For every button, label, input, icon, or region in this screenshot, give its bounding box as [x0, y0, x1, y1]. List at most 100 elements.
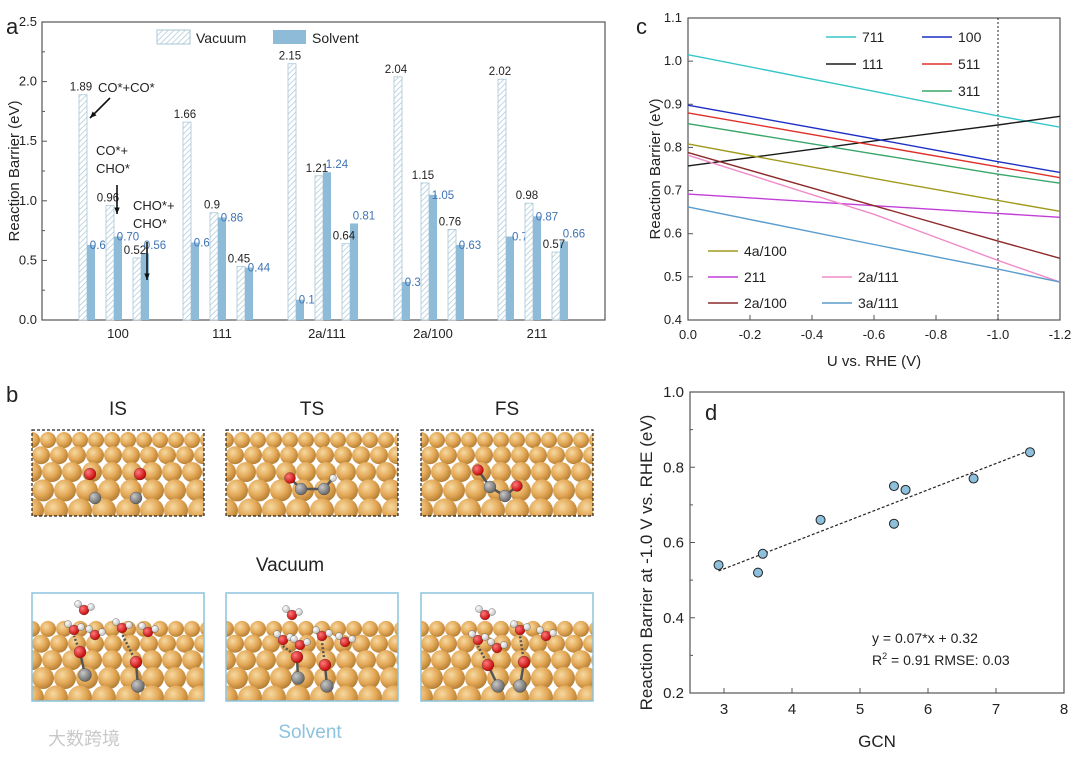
- copper-atom: [168, 432, 184, 448]
- copper-atom: [583, 446, 593, 465]
- copper-atom: [226, 446, 244, 465]
- copper-atom: [346, 432, 362, 448]
- copper-atom: [102, 650, 122, 671]
- carbon-atom: [78, 668, 92, 682]
- y-tick-label: 0.8: [663, 459, 684, 476]
- copper-atom: [54, 667, 76, 690]
- copper-atom: [553, 498, 577, 516]
- copper-atom: [280, 446, 298, 465]
- x-tick-label: 0.0: [679, 327, 697, 342]
- carbon-atom: [483, 480, 497, 494]
- copper-atom: [152, 432, 168, 448]
- bar-solvent: [350, 223, 358, 320]
- data-label-solvent: 0.87: [536, 211, 558, 223]
- copper-atom: [266, 432, 282, 448]
- copper-atom: [421, 446, 439, 465]
- copper-atom: [200, 621, 204, 636]
- legend-label: 3a/111: [858, 295, 899, 311]
- copper-atom: [382, 498, 398, 516]
- copper-atom: [176, 446, 194, 465]
- copper-atom: [553, 685, 577, 701]
- copper-atom: [32, 462, 42, 482]
- copper-atom: [56, 432, 72, 448]
- data-label-solvent: 0.7: [512, 232, 528, 244]
- solvent-structure-fs: [421, 620, 593, 701]
- copper-atom: [296, 462, 316, 482]
- oxygen-atom: [133, 467, 147, 481]
- hydrogen-atom: [468, 630, 476, 638]
- state-label-fs: FS: [495, 399, 519, 420]
- bar-vacuum: [132, 257, 142, 321]
- y-tick-label: 0.9: [664, 96, 682, 111]
- copper-atom: [378, 432, 394, 448]
- fit-equation: y = 0.07*x + 0.32: [872, 630, 978, 646]
- copper-atom: [565, 634, 583, 653]
- copper-atom: [378, 620, 394, 637]
- copper-atom: [421, 620, 429, 637]
- series-line-111: [687, 115, 1061, 167]
- copper-atom: [465, 667, 487, 690]
- copper-atom: [529, 685, 553, 701]
- x-tick-label: -0.4: [801, 327, 823, 342]
- x-tick-label: 3: [720, 701, 728, 718]
- copper-atom: [531, 650, 551, 671]
- hydrogen-bond: [282, 645, 298, 658]
- copper-atom: [457, 634, 475, 653]
- bar-vacuum: [497, 78, 507, 321]
- carbon-atom: [491, 679, 505, 693]
- state-label-is: IS: [109, 399, 127, 420]
- copper-atom: [461, 432, 477, 448]
- copper-atom: [370, 634, 388, 653]
- bar-solvent: [296, 299, 304, 320]
- copper-atom: [421, 432, 429, 448]
- oxygen-atom: [73, 645, 87, 659]
- copper-atom: [44, 498, 68, 516]
- solvent-caption: Solvent: [278, 722, 342, 743]
- vacuum-box: [225, 429, 399, 517]
- hydrogen-atom: [475, 605, 483, 613]
- y-tick-label: 0.8: [664, 139, 682, 154]
- legend-label: 100: [958, 29, 982, 45]
- copper-atom: [491, 462, 511, 482]
- panel-label-d: d: [705, 400, 717, 425]
- panel-label-b: b: [6, 382, 18, 407]
- hydrogen-atom: [138, 622, 146, 630]
- copper-atom: [370, 446, 388, 465]
- copper-atom: [142, 667, 164, 690]
- annotation-text: CO*+: [96, 143, 128, 158]
- y-tick-label: 2.0: [19, 74, 37, 89]
- bar-solvent: [560, 241, 568, 320]
- copper-atom: [362, 620, 378, 637]
- x-tick-label: 2a/100: [413, 326, 453, 341]
- copper-atom: [298, 432, 314, 448]
- scatter-point: [757, 548, 768, 559]
- copper-atom: [491, 650, 511, 671]
- copper-atom: [358, 498, 382, 516]
- copper-atom: [445, 432, 461, 448]
- scatter-point: [1025, 447, 1035, 458]
- bar-vacuum: [524, 202, 534, 321]
- bar-vacuum: [341, 243, 351, 321]
- arrow-head: [114, 207, 120, 214]
- copper-atom: [356, 462, 376, 482]
- copper-atom: [394, 621, 398, 636]
- x-tick-label: 6: [924, 701, 932, 718]
- oxygen-atom: [511, 480, 523, 492]
- copper-atom: [236, 462, 256, 482]
- copper-atom: [575, 479, 593, 502]
- copper-atom: [443, 667, 465, 690]
- copper-atom: [421, 685, 433, 701]
- bar-solvent: [87, 244, 95, 320]
- series-line-2a-111: [687, 154, 1061, 283]
- copper-atom: [158, 446, 176, 465]
- x-tick-label: -1.0: [987, 327, 1009, 342]
- copper-atom: [531, 667, 553, 690]
- series-line-100: [687, 104, 1061, 174]
- data-label-vacuum: 0.57: [543, 239, 565, 251]
- copper-atom: [50, 634, 68, 653]
- copper-atom: [236, 650, 256, 671]
- hydrogen-atom: [500, 641, 508, 649]
- copper-atom: [32, 498, 44, 516]
- copper-atom: [433, 685, 457, 701]
- copper-atom: [164, 498, 188, 516]
